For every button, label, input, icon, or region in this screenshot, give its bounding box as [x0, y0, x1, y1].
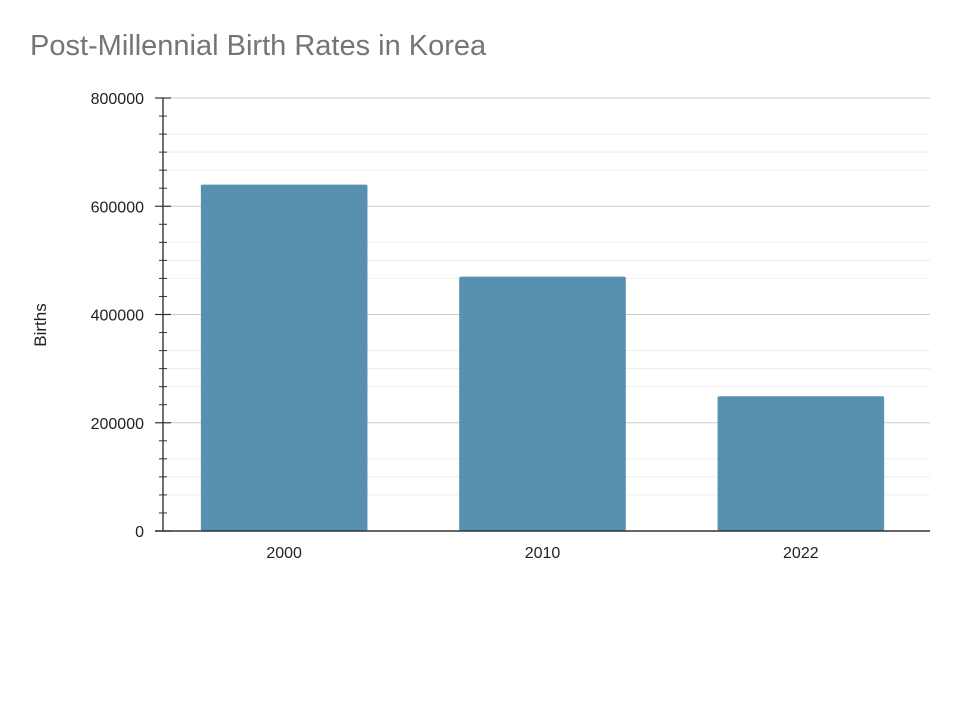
y-tick-label: 400000 [91, 308, 144, 325]
chart-title: Post-Millennial Birth Rates in Korea [30, 30, 487, 62]
y-tick-label: 600000 [91, 199, 144, 216]
bar-2000 [200, 184, 368, 531]
bar-2022 [717, 396, 885, 531]
x-tick-label: 2022 [783, 545, 819, 562]
bars [200, 184, 885, 531]
axes [155, 97, 930, 532]
bar-2010 [459, 276, 626, 531]
x-tick-label: 2000 [266, 545, 302, 562]
x-tick-label: 2010 [525, 545, 561, 562]
y-tick-label: 0 [135, 524, 144, 541]
y-tick-label: 200000 [91, 416, 144, 433]
y-tick-label: 800000 [91, 91, 144, 108]
tick-labels: 0 200000 400000 600000 800000 2000 2010 2022 [91, 91, 819, 562]
